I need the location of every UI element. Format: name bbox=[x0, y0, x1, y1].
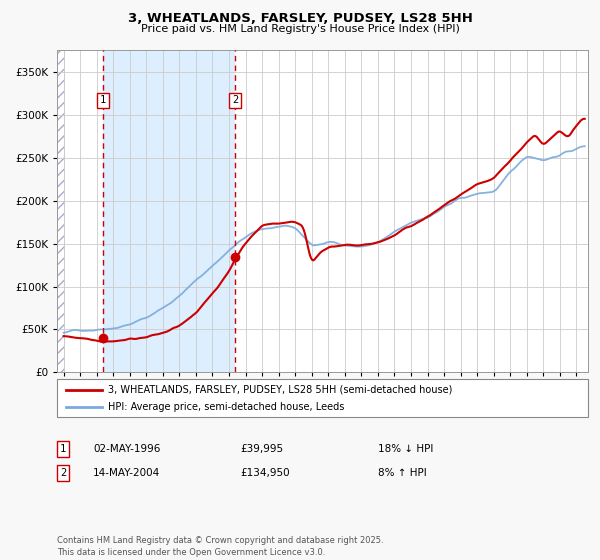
Bar bbox=[57, 50, 64, 372]
Text: £39,995: £39,995 bbox=[240, 444, 283, 454]
Bar bbox=[103, 50, 235, 372]
Text: Contains HM Land Registry data © Crown copyright and database right 2025.
This d: Contains HM Land Registry data © Crown c… bbox=[57, 536, 383, 557]
Text: 14-MAY-2004: 14-MAY-2004 bbox=[93, 468, 160, 478]
Text: 1: 1 bbox=[100, 95, 106, 105]
Text: 3, WHEATLANDS, FARSLEY, PUDSEY, LS28 5HH: 3, WHEATLANDS, FARSLEY, PUDSEY, LS28 5HH bbox=[128, 12, 472, 25]
Text: 8% ↑ HPI: 8% ↑ HPI bbox=[378, 468, 427, 478]
Text: 18% ↓ HPI: 18% ↓ HPI bbox=[378, 444, 433, 454]
Text: 3, WHEATLANDS, FARSLEY, PUDSEY, LS28 5HH (semi-detached house): 3, WHEATLANDS, FARSLEY, PUDSEY, LS28 5HH… bbox=[108, 385, 452, 395]
Text: 2: 2 bbox=[232, 95, 238, 105]
Text: Price paid vs. HM Land Registry's House Price Index (HPI): Price paid vs. HM Land Registry's House … bbox=[140, 24, 460, 34]
Text: 02-MAY-1996: 02-MAY-1996 bbox=[93, 444, 160, 454]
Text: 2: 2 bbox=[60, 468, 66, 478]
Text: £134,950: £134,950 bbox=[240, 468, 290, 478]
Text: 1: 1 bbox=[60, 444, 66, 454]
Text: HPI: Average price, semi-detached house, Leeds: HPI: Average price, semi-detached house,… bbox=[108, 402, 344, 412]
